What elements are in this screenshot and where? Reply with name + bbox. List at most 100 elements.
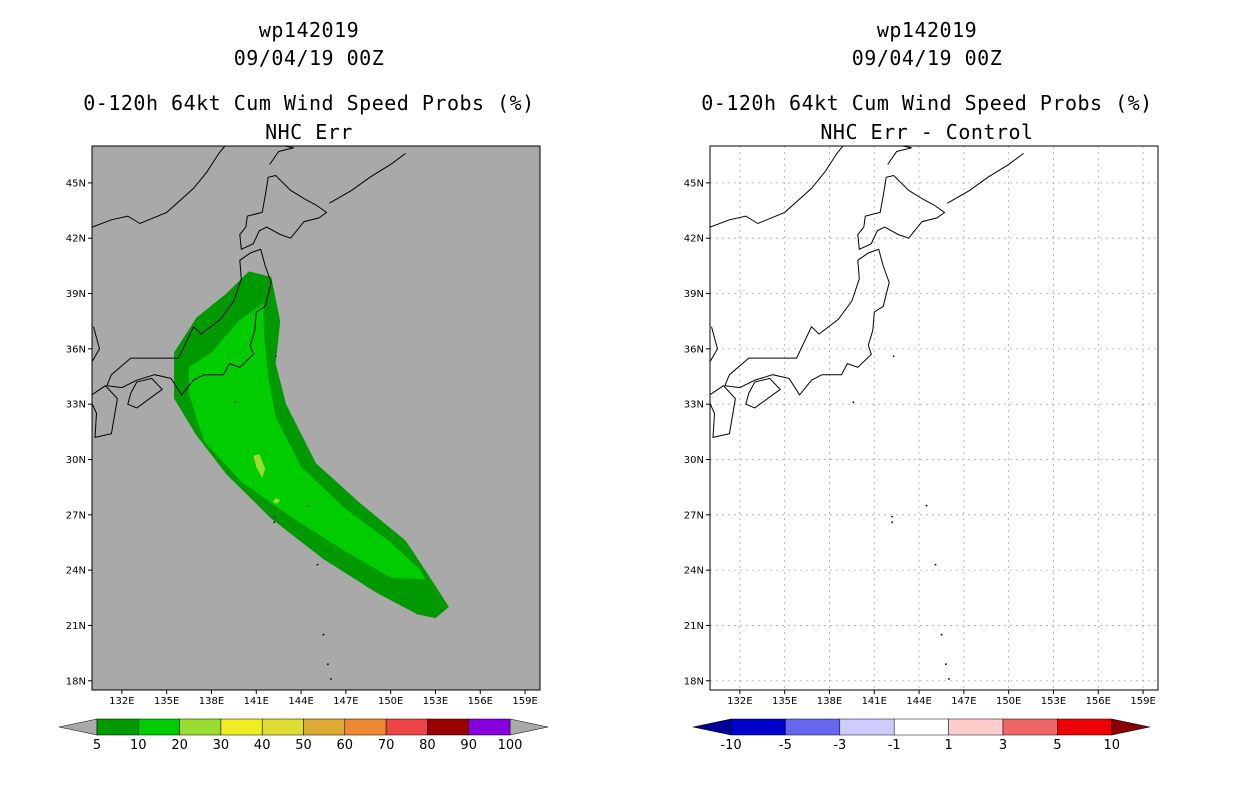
- colorbar-label: 1: [944, 738, 952, 753]
- colorbar-swatch: [179, 718, 222, 736]
- y-tick-label: 24N: [684, 566, 704, 577]
- x-tick-label: 135E: [154, 696, 179, 707]
- colorbar-label: -10: [720, 738, 741, 753]
- x-tick-label: 153E: [1041, 696, 1066, 707]
- y-tick-label: 24N: [66, 566, 86, 577]
- x-tick-label: 150E: [378, 696, 403, 707]
- plot-area: [92, 146, 540, 690]
- colorbar-label: 60: [337, 738, 354, 753]
- x-tick-label: 138E: [199, 696, 224, 707]
- island-dot: [940, 633, 943, 636]
- colorbar-label: 20: [171, 738, 188, 753]
- island-dot: [891, 521, 894, 524]
- x-tick-label: 132E: [109, 696, 134, 707]
- island-dot: [316, 563, 319, 566]
- island-dot: [948, 678, 950, 680]
- island-dot: [234, 401, 237, 404]
- colorbar-label: 40: [254, 738, 271, 753]
- coastline-honshu: [106, 248, 272, 396]
- coastline-sakhalin: [269, 146, 294, 165]
- x-tick-label: 159E: [512, 696, 537, 707]
- map-layer: [710, 146, 1158, 690]
- plot-frame: [91, 145, 541, 691]
- x-tick-label: 141E: [862, 696, 887, 707]
- colorbar-swatch: [785, 718, 841, 736]
- colorbar-label: 80: [419, 738, 436, 753]
- island-dot: [322, 633, 325, 636]
- y-tick-label: 18N: [684, 676, 704, 687]
- colorbar-label: 5: [1053, 738, 1061, 753]
- island-dot: [892, 355, 895, 358]
- prob-contour-10-20: [189, 302, 425, 580]
- x-tick-label: 147E: [951, 696, 976, 707]
- prob-contour-20-30: [272, 498, 281, 504]
- colorbar-label: 10: [1104, 738, 1121, 753]
- colorbar-label: -5: [779, 738, 792, 753]
- right-map-chart: 132E 135E 138E 141E 144E 147E 150E 153E 156E 159E…: [684, 145, 1159, 753]
- island-dot: [945, 663, 947, 666]
- coastline-kyushu: [92, 385, 118, 439]
- colorbar-swatch: [839, 718, 895, 736]
- colorbar-over-triangle: [1111, 718, 1150, 736]
- y-tick-label: 36N: [684, 344, 704, 355]
- x-tick-label: 138E: [817, 696, 842, 707]
- coastline-hokkaido: [239, 174, 328, 251]
- y-tick-label: 33N: [684, 400, 704, 411]
- coastline-kurils: [947, 152, 1024, 204]
- colorbar-under-triangle: [692, 718, 732, 736]
- prob-contour-20-30: [253, 454, 266, 478]
- plot-frame: [709, 145, 1159, 691]
- colorbar-swatch: [96, 718, 139, 736]
- y-tick-label: 30N: [66, 455, 86, 466]
- colorbar-label: 90: [460, 738, 477, 753]
- y-tick-label: 30N: [684, 455, 704, 466]
- right-subtitle: NHC Err - Control: [820, 120, 1034, 144]
- coastline-honshu: [724, 248, 890, 396]
- right-datetime: 09/04/19 00Z: [851, 46, 1003, 70]
- left-datetime: 09/04/19 00Z: [233, 46, 385, 70]
- left-panel: wp142019 09/04/19 00Z 0-120h 64kt Cum Wi…: [58, 18, 549, 753]
- island-dot: [307, 504, 310, 507]
- colorbar-label: 30: [213, 738, 230, 753]
- colorbar-over-triangle: [509, 718, 549, 736]
- y-tick-label: 33N: [66, 400, 86, 411]
- x-tick-label: 135E: [772, 696, 797, 707]
- y-tick-label: 45N: [66, 178, 86, 189]
- colorbar-label: 100: [498, 738, 523, 753]
- y-tick-label: 36N: [66, 344, 86, 355]
- x-tick-label: 156E: [468, 696, 493, 707]
- left-title: 0-120h 64kt Cum Wind Speed Probs (%): [83, 91, 535, 115]
- coastline-kurils: [329, 152, 406, 204]
- coastline-kyushu: [710, 385, 736, 439]
- x-tick-label: 147E: [333, 696, 358, 707]
- colorbar-under-triangle: [58, 718, 98, 736]
- coastline-korea_tip: [710, 326, 719, 363]
- island-dot: [925, 504, 928, 507]
- colorbar-label: 50: [295, 738, 312, 753]
- x-tick-label: 141E: [244, 696, 269, 707]
- plot-area: [710, 146, 1158, 690]
- colorbar-label: 70: [378, 738, 395, 753]
- y-tick-label: 39N: [684, 289, 704, 300]
- island-dot: [274, 355, 277, 358]
- colorbar-swatch: [1002, 718, 1058, 736]
- y-tick-label: 42N: [684, 234, 704, 245]
- right-panel: wp142019 09/04/19 00Z 0-120h 64kt Cum Wi…: [618, 0, 1236, 800]
- colorbar-swatch: [1057, 718, 1113, 736]
- x-tick-label: 132E: [727, 696, 752, 707]
- colorbar-swatch: [730, 718, 786, 736]
- x-tick-label: 144E: [288, 696, 313, 707]
- coastline-shikoku: [745, 377, 781, 409]
- island-dot: [330, 678, 332, 680]
- right-storm-id: wp142019: [876, 18, 978, 42]
- coastline-sakhalin: [887, 146, 912, 165]
- island-dot: [273, 515, 276, 518]
- left-subtitle: NHC Err: [265, 120, 353, 144]
- x-tick-label: 150E: [996, 696, 1021, 707]
- island-dot: [934, 563, 937, 566]
- colorbar-swatch: [948, 718, 1004, 736]
- colorbar-swatch: [427, 718, 469, 736]
- y-tick-label: 27N: [684, 510, 704, 521]
- y-tick-label: 21N: [684, 621, 704, 632]
- colorbar-label: -1: [888, 738, 901, 753]
